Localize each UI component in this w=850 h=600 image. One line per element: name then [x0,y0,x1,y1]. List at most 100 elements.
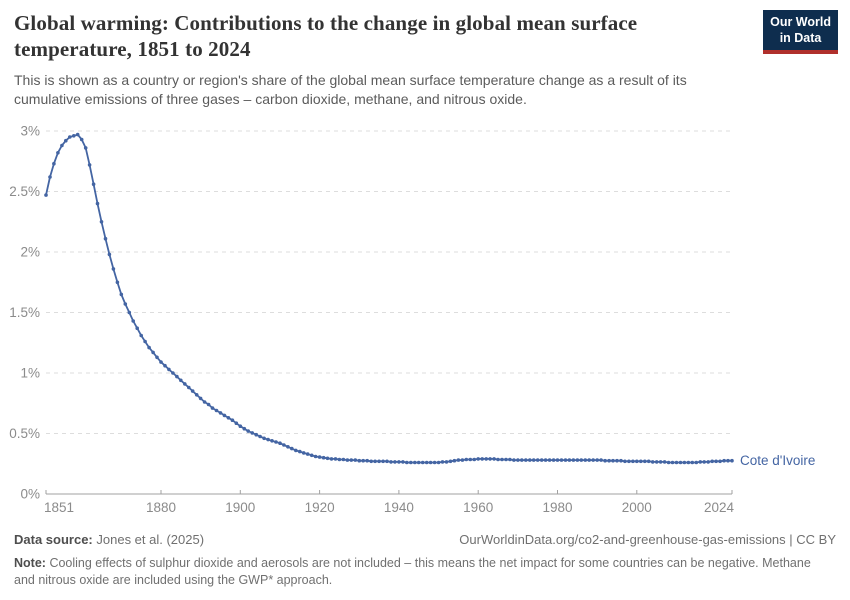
data-point [155,355,159,360]
data-point [183,382,187,386]
data-point [571,458,576,462]
data-point [718,459,722,464]
data-point [349,458,354,462]
data-source-label: Data source: [14,532,93,547]
data-point [424,460,429,465]
data-point [500,457,504,462]
data-point [385,459,389,464]
data-point [714,459,718,464]
data-point [444,460,449,464]
y-axis-tick-label: 2.5% [9,184,40,199]
y-axis-tick-label: 3% [20,124,40,139]
data-point [87,163,92,167]
data-point [464,457,469,462]
series-line [45,133,732,464]
data-point [413,460,417,465]
data-point [270,439,274,443]
data-point [393,460,397,464]
data-point [472,457,477,462]
data-point [266,437,270,442]
chart-plot-area: 0% 0.5% 1% 1.5% 2% 2.5% 3% 1851 1880 1900 1920 1940… [9,124,815,516]
data-point [317,455,322,459]
x-axis-tick-label: 2024 [704,500,735,515]
data-source-value: Jones et al. (2025) [96,532,205,547]
data-point [428,460,433,465]
data-point [611,458,615,463]
data-point [524,458,528,462]
data-point [44,193,48,197]
page-title: Global warming: Contributions to the cha… [14,11,638,62]
line-chart: 0% 0.5% 1% 1.5% 2% 2.5% 3% 1851 1880 1900 1920 1940… [9,124,815,516]
data-point [91,182,96,186]
data-point [171,371,175,375]
data-point [214,408,219,413]
data-point [254,432,258,437]
data-point [143,339,147,344]
data-point [650,460,655,464]
chart-footer: Data source: Jones et al. (2025) OurWorl… [14,531,836,590]
data-point [147,345,151,350]
data-point [72,134,76,138]
data-point [226,416,231,420]
data-point [726,458,730,463]
data-point [234,421,239,426]
data-point [520,458,524,462]
data-point [103,236,108,241]
data-point [337,457,342,462]
data-point [539,458,544,462]
data-point [95,201,100,206]
data-point [559,458,564,462]
data-point [198,396,203,401]
data-point [452,458,457,463]
attribution-link[interactable]: OurWorldinData.org/co2-and-greenhouse-ga… [459,532,836,547]
data-point [333,457,338,461]
data-point [230,418,235,423]
data-point [56,151,60,155]
data-point [496,457,500,462]
data-point [401,460,405,464]
data-point [329,457,334,461]
data-point [706,460,710,464]
data-point [175,374,179,379]
y-axis-tick-label: 0% [20,487,40,502]
data-point [631,459,635,464]
data-point [480,457,485,461]
data-point [516,458,520,462]
x-axis-tick-label: 1980 [542,500,572,515]
x-axis-tick-label: 1900 [225,500,255,515]
data-point [75,132,80,137]
data-point [531,458,536,462]
data-point [111,267,116,271]
y-axis-tick-label: 1% [20,366,40,381]
data-point [190,389,195,393]
data-point [627,459,631,464]
data-point [131,319,135,323]
data-point [139,333,143,338]
data-point [432,460,437,465]
data-point [341,457,346,462]
data-point [258,434,262,439]
data-point [476,457,481,461]
data-point [551,458,556,462]
data-point [567,458,572,462]
data-point [325,456,330,461]
data-point [309,453,314,458]
data-point [686,460,691,465]
data-point [187,385,191,390]
data-point [123,302,128,306]
data-point [710,459,714,464]
data-point [107,252,112,257]
data-point [528,458,532,462]
data-point [615,458,619,463]
data-point [305,452,310,456]
owid-logo[interactable]: Our World in Data [763,10,838,55]
data-point [369,459,374,464]
data-point [167,367,171,372]
data-point [381,459,385,464]
data-point [274,440,278,444]
data-point [377,459,381,464]
data-point [508,457,512,462]
y-axis-tick-label: 2% [20,245,40,260]
data-point [262,436,266,441]
